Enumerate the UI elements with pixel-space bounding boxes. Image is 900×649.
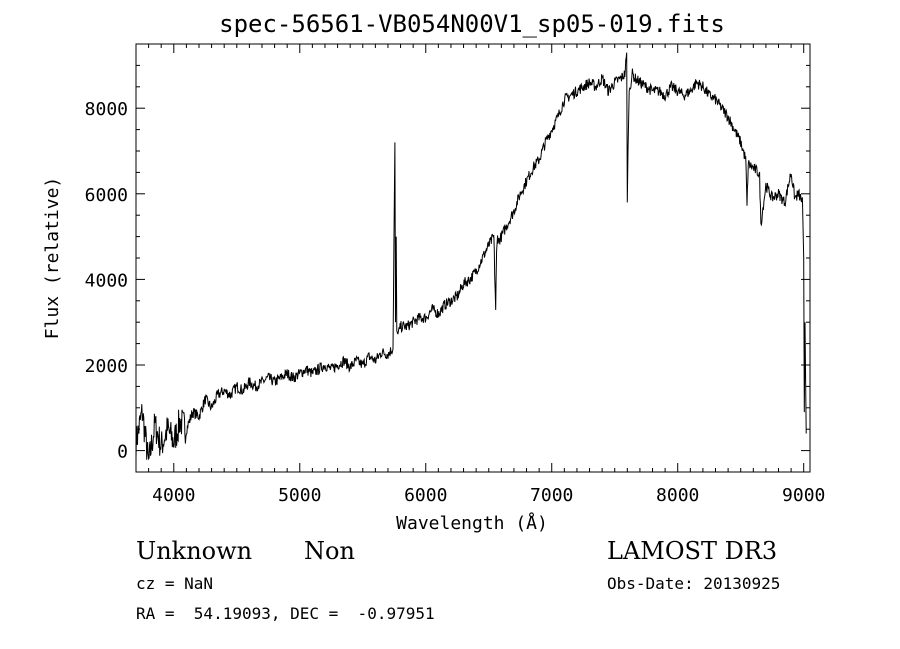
y-axis-label: Flux (relative) <box>42 177 63 340</box>
x-tick-label: 6000 <box>404 485 447 506</box>
redshift-readout: cz = NaN <box>136 574 214 593</box>
x-tick-label: 9000 <box>782 485 825 506</box>
y-tick-label: 2000 <box>85 356 128 377</box>
y-tick-label: 0 <box>117 442 128 463</box>
plot-area: 4000 5000 6000 7000 8000 9000 0 2000 4000 6000 80… <box>85 43 825 506</box>
y-tick-label: 4000 <box>85 270 128 291</box>
object-subclass: Non <box>304 537 355 565</box>
plot-frame <box>135 43 811 473</box>
y-tick-label: 8000 <box>85 99 128 120</box>
coordinates: RA = 54.19093, DEC = -0.97951 <box>136 604 435 623</box>
x-tick-label: 5000 <box>278 485 321 506</box>
spectrum-line <box>135 52 807 461</box>
y-tick-label: 6000 <box>85 185 128 206</box>
x-tick-label: 8000 <box>656 485 699 506</box>
y-axis: 0 2000 4000 6000 8000 <box>85 43 810 473</box>
survey-name: LAMOST DR3 <box>607 537 778 565</box>
x-axis: 4000 5000 6000 7000 8000 9000 <box>135 44 825 506</box>
x-tick-label: 7000 <box>530 485 573 506</box>
x-axis-label: Wavelength (Å) <box>396 512 548 534</box>
object-class: Unknown <box>136 537 253 565</box>
x-tick-label: 4000 <box>152 485 195 506</box>
chart-title: spec-56561-VB054N00V1_sp05-019.fits <box>219 10 725 38</box>
obs-date: Obs-Date: 20130925 <box>607 574 781 593</box>
